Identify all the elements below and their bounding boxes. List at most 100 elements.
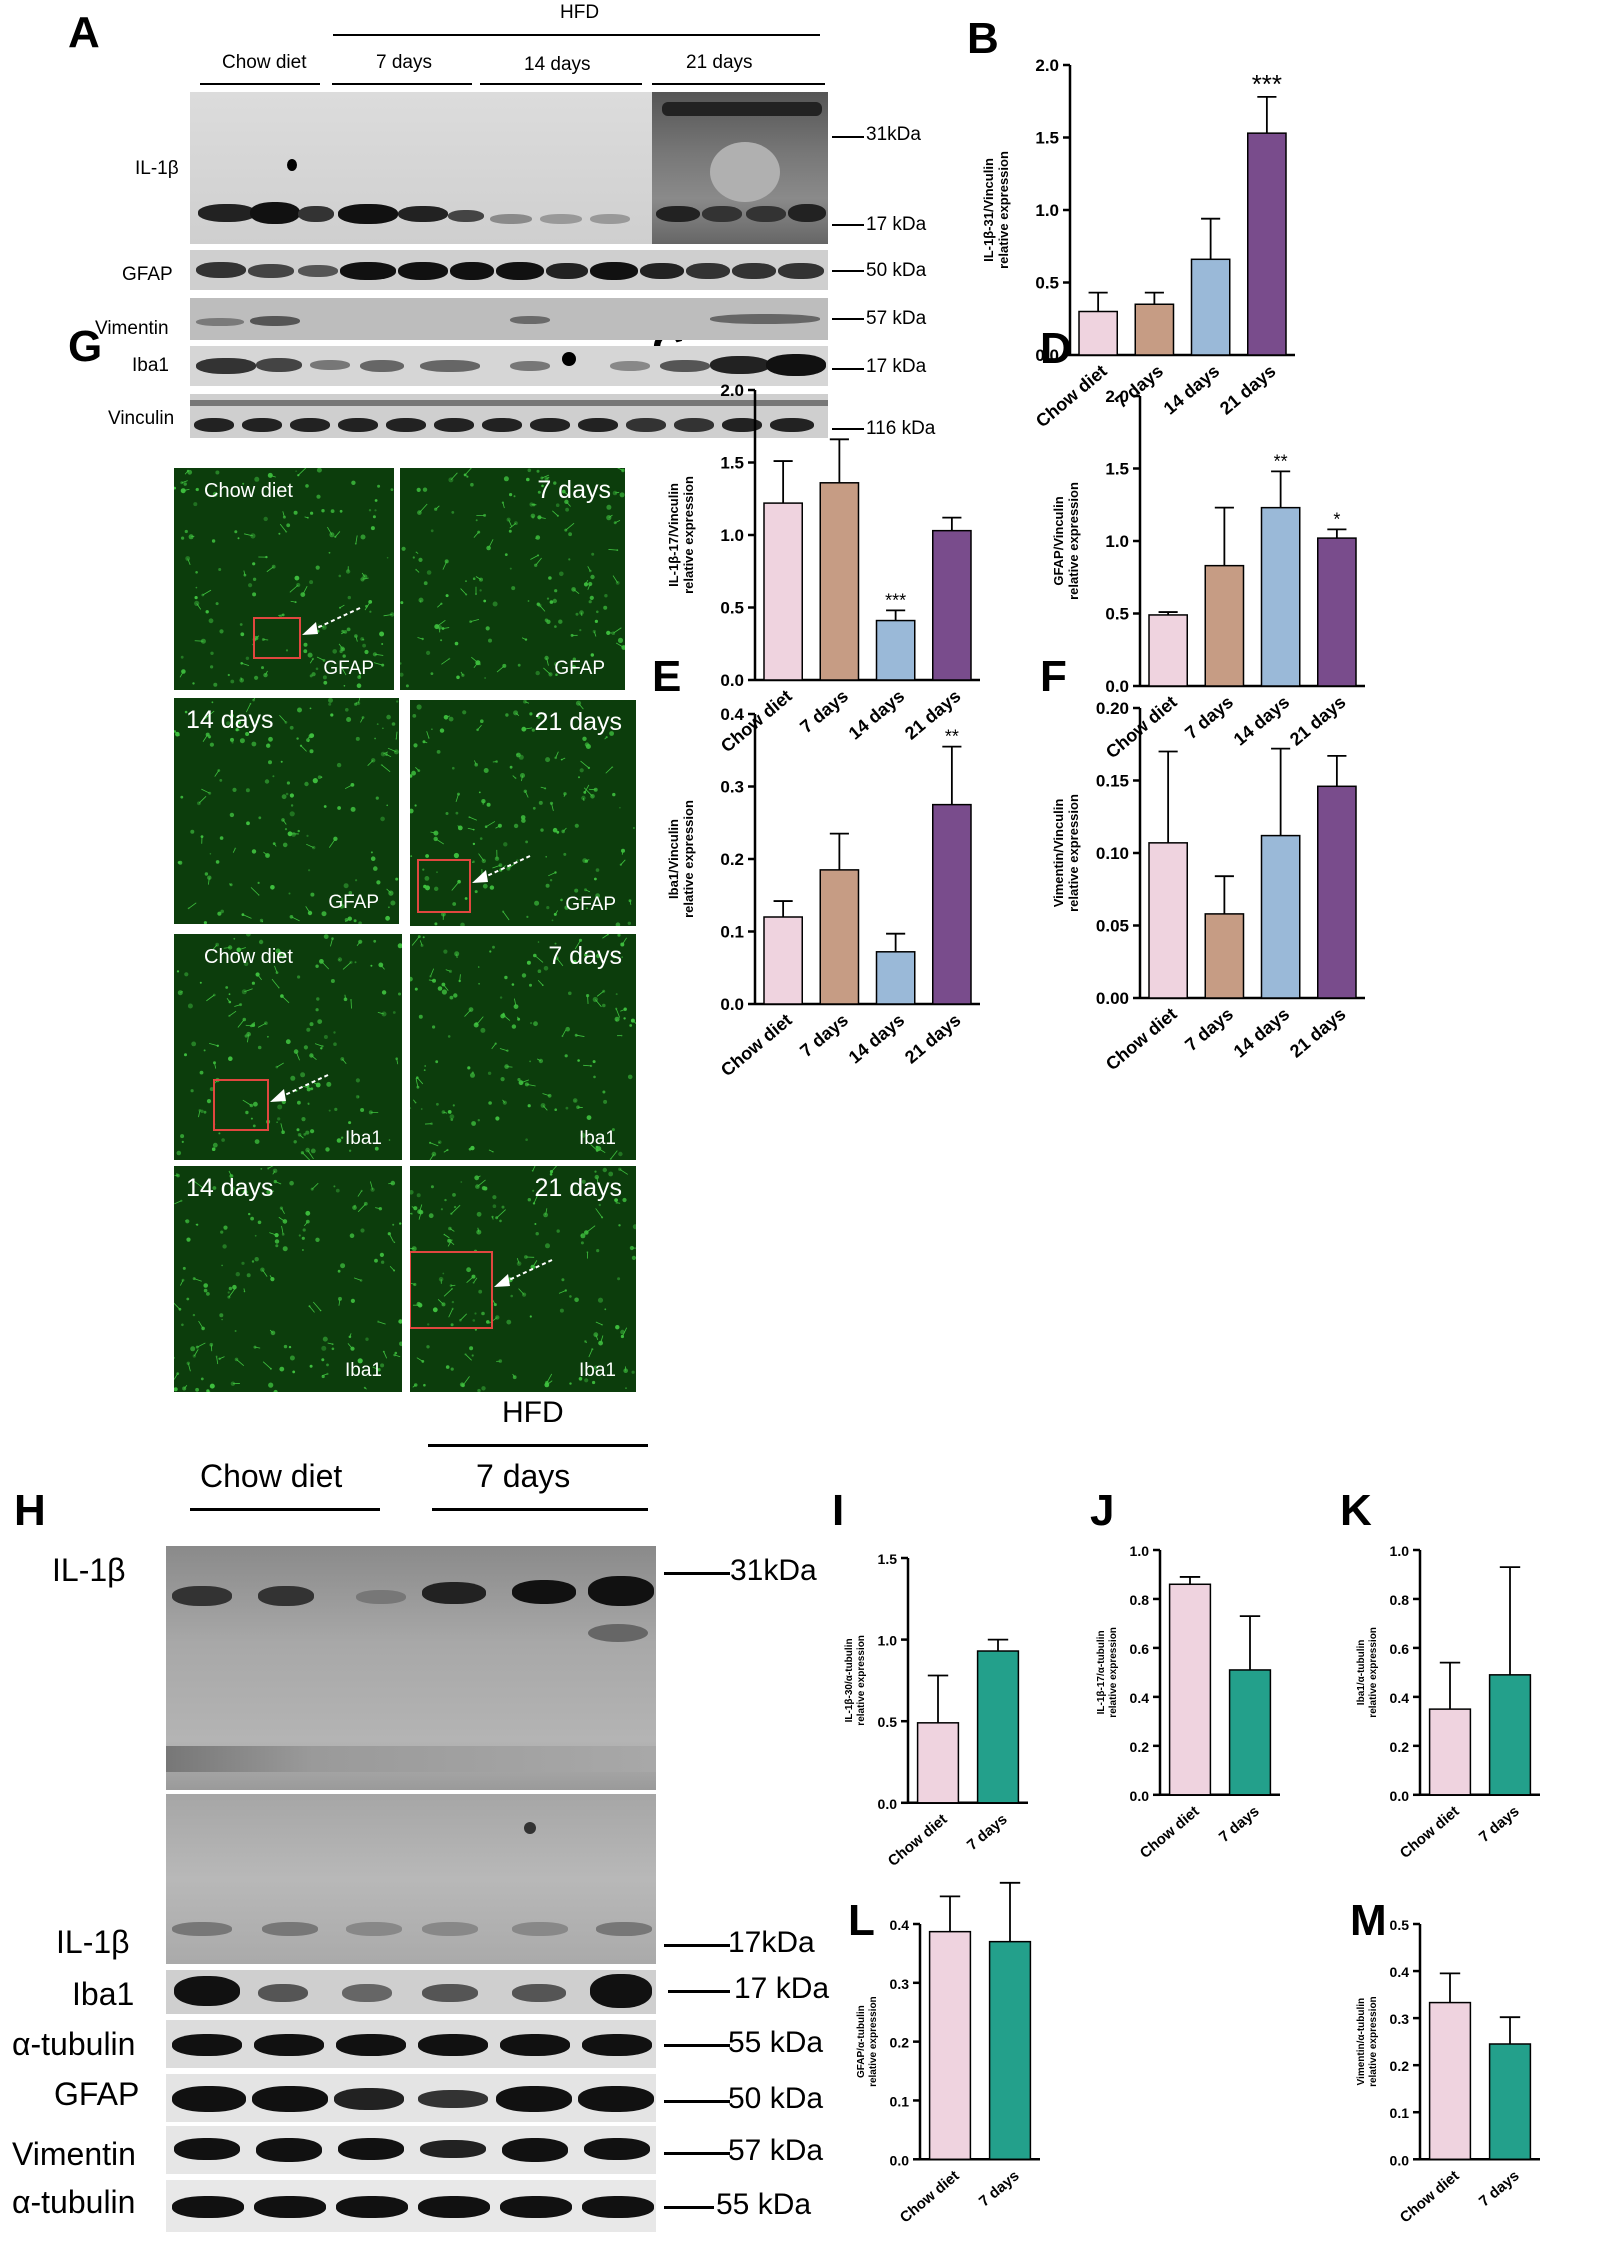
panel-label-m: M <box>1350 1896 1387 1945</box>
x-tick-label: 7 days <box>1476 2167 1523 2210</box>
marker-tick <box>832 368 864 370</box>
bar-chart-k: Iba1/α-tubulinrelative expression 0.0 0.2 0… <box>1356 1543 1540 1862</box>
y-tick-label: 0.8 <box>1130 1592 1150 1608</box>
bar-b-3 <box>1247 132 1287 356</box>
y-tick-label: 0.6 <box>1130 1641 1150 1657</box>
blot-a-gfap <box>190 250 828 290</box>
x-tick-label: 7 days <box>964 1811 1011 1854</box>
if-image-0: Chow diet GFAP <box>174 468 394 690</box>
row-label-il1b: IL-1β <box>135 158 179 179</box>
bar-chart-f: Vimentin/Vinculinrelative expression 0.00… <box>1051 699 1365 1074</box>
bar-j-0 <box>1168 1583 1212 1796</box>
bar-e-2 <box>875 951 916 1005</box>
y-tick-label: 0.0 <box>720 671 744 690</box>
marker-17kda-h: 17kDa <box>728 1926 815 1959</box>
y-tick-label: 0.0 <box>878 1796 898 1812</box>
panel-label-b: B <box>967 14 999 63</box>
marker-tick <box>832 428 864 430</box>
bar-d-1 <box>1204 564 1245 687</box>
panel-label-h: H <box>14 1486 46 1535</box>
y-tick-label: 0.3 <box>720 778 744 797</box>
group-bar-14d <box>480 83 642 85</box>
panel-label-k: K <box>1340 1486 1372 1535</box>
y-axis-label: IL-1β-30/α-tubulinrelative expression <box>844 1635 867 1726</box>
marker-57kda: 57 kDa <box>866 308 927 329</box>
blot-h-gfap <box>166 2074 656 2122</box>
blot-h-tubulin-2 <box>166 2180 656 2232</box>
bar-j-1 <box>1228 1669 1272 1796</box>
x-tick-label: 7 days <box>1216 1803 1263 1846</box>
if-marker-label: GFAP <box>554 658 605 679</box>
marker-tick-h <box>664 1572 730 1575</box>
bar-chart-b: IL-1β-31/Vinculinrelative expression 0.0 0… <box>981 56 1295 431</box>
bar-m-0 <box>1428 2001 1472 2161</box>
y-tick-label: 0.0 <box>890 2152 910 2168</box>
row-label-vimentin-h: Vimentin <box>12 2136 136 2172</box>
row-label-vimentin: Vimentin <box>95 318 169 339</box>
y-tick-label: 1.0 <box>878 1633 898 1649</box>
row-label-il1b-31: IL-1β <box>52 1552 126 1588</box>
row-label-gfap-h: GFAP <box>54 2076 140 2112</box>
row-label-tubulin-2: α-tubulin <box>12 2184 136 2220</box>
x-tick-label: 7 days <box>976 2167 1023 2210</box>
marker-57kda-h: 57 kDa <box>728 2134 824 2167</box>
y-tick-label: 0.15 <box>1096 772 1129 791</box>
y-tick-label: 0.05 <box>1096 917 1129 936</box>
y-tick-label: 0.3 <box>890 1976 910 1992</box>
y-tick-label: 0.4 <box>890 1917 910 1933</box>
marker-55kda-h: 55 kDa <box>728 2026 824 2059</box>
hfd-bar <box>333 34 820 36</box>
marker-31kda-h: 31kDa <box>730 1554 817 1587</box>
panel-label-l: L <box>848 1896 875 1945</box>
x-tick-label: 7 days <box>1181 1004 1237 1055</box>
marker-55kda-h2: 55 kDa <box>716 2188 812 2221</box>
row-label-il1b-17: IL-1β <box>56 1924 130 1960</box>
row-label-tubulin-1: α-tubulin <box>12 2026 136 2062</box>
x-tick-label: Chow diet <box>717 1010 796 1081</box>
marker-tick-h <box>668 1990 730 1993</box>
bar-d-0 <box>1148 614 1188 687</box>
marker-116kda: 116 kDa <box>866 418 936 439</box>
y-tick-label: 1.5 <box>720 454 744 473</box>
panel-label-g: G <box>68 322 103 371</box>
group-bar-7d <box>332 83 472 85</box>
bar-d-3 <box>1317 537 1357 687</box>
group-label-7d-h: 7 days <box>476 1458 571 1494</box>
y-tick-label: 0.2 <box>1130 1739 1150 1755</box>
panel-label-f: F <box>1040 652 1067 701</box>
if-marker-label: Iba1 <box>579 1128 616 1149</box>
y-tick-label: 1.0 <box>1105 532 1129 551</box>
y-tick-label: 0.0 <box>1105 677 1129 696</box>
y-tick-label: 0.8 <box>1390 1592 1410 1608</box>
y-axis-label: GFAP/α-tubulinrelative expression <box>856 1996 879 2087</box>
y-tick-label: 0.10 <box>1096 844 1129 863</box>
if-image-3: 21 days GFAP <box>410 700 636 926</box>
y-tick-label: 0.5 <box>720 599 744 618</box>
y-tick-label: 1.5 <box>1035 129 1059 148</box>
y-axis-label: Iba1/α-tubulinrelative expression <box>1356 1627 1379 1718</box>
y-axis-label: GFAP/Vinculinrelative expression <box>1051 482 1081 600</box>
bar-b-1 <box>1134 303 1175 356</box>
y-tick-label: 1.0 <box>1035 201 1059 220</box>
y-tick-label: 0.4 <box>1390 1690 1410 1706</box>
x-tick-label: 14 days <box>1230 1004 1293 1062</box>
group-bar-chow <box>200 83 320 85</box>
if-marker-label: Iba1 <box>345 1360 382 1381</box>
group-label-chow-h: Chow diet <box>200 1458 343 1494</box>
bar-i-0 <box>916 1722 960 1804</box>
blot-h-il1b-17 <box>166 1794 656 1964</box>
panel-label-j: J <box>1090 1486 1115 1535</box>
y-tick-label: 2.0 <box>1035 56 1059 75</box>
significance-mark: *** <box>1252 69 1282 99</box>
x-tick-label: Chow diet <box>885 1811 951 1870</box>
hfd-label-h: HFD <box>502 1396 564 1429</box>
marker-tick-h <box>664 1944 730 1947</box>
y-tick-label: 0.4 <box>1390 1964 1410 1980</box>
x-tick-label: 7 days <box>796 1010 852 1061</box>
if-image-7: 7 days Iba1 <box>410 934 636 1160</box>
x-tick-label: 21 days <box>1286 1004 1349 1062</box>
if-image-1: 7 days GFAP <box>400 468 625 690</box>
y-tick-label: 0.1 <box>1390 2105 1410 2121</box>
y-tick-label: 0.0 <box>720 995 744 1014</box>
bar-d-2 <box>1260 506 1301 687</box>
